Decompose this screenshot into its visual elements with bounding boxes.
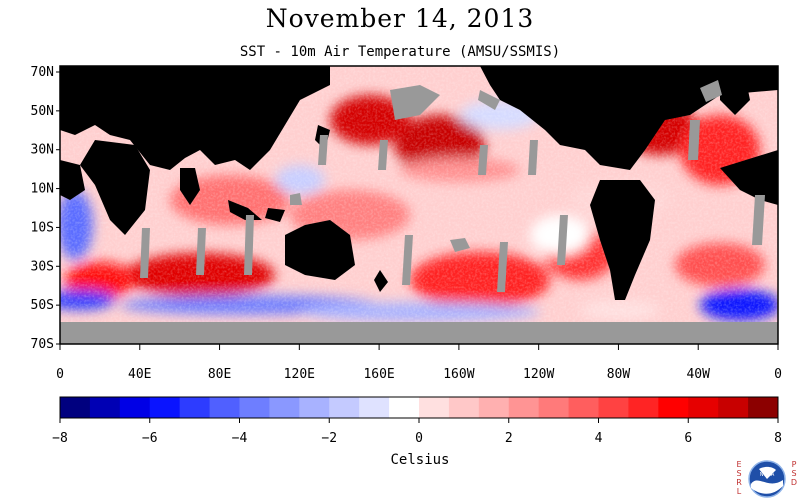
colorbar-tick-label: 4	[595, 431, 603, 446]
colorbar-swatch	[179, 397, 211, 418]
colorbar-ticks: −8 −6 −4 −2 0 2 4 6 8	[52, 418, 782, 446]
antarctica-ice	[60, 322, 778, 344]
africa-west-edge-land	[720, 150, 778, 205]
lon-label: 0	[56, 367, 64, 382]
colorbar-tick-label: 2	[505, 431, 513, 446]
lat-label: 50N	[31, 104, 54, 119]
eurasia-land	[60, 66, 330, 170]
south-america-land	[590, 180, 655, 300]
lon-label: 0	[774, 367, 782, 382]
lon-label: 160E	[363, 367, 394, 382]
australia-land	[285, 220, 355, 280]
colorbar-swatch	[389, 397, 420, 418]
lon-label: 160W	[443, 367, 474, 382]
colorbar-tick-label: −6	[142, 431, 158, 446]
india-land	[180, 168, 200, 205]
map-frame	[59, 65, 779, 345]
lon-label: 80E	[208, 367, 231, 382]
colorbar-swatch	[149, 397, 181, 418]
lon-label: 120W	[523, 367, 554, 382]
africa-east-land	[80, 140, 150, 235]
colorbar	[60, 397, 779, 418]
lat-label: 10S	[31, 220, 54, 235]
colorbar-swatch	[269, 397, 300, 418]
missing-data	[60, 80, 778, 344]
colorbar-swatch	[478, 397, 510, 418]
lat-label: 70N	[31, 65, 54, 80]
lon-label: 120E	[284, 367, 315, 382]
lon-label: 40W	[686, 367, 710, 382]
colorbar-swatch	[60, 397, 91, 418]
colorbar-tick-label: 8	[774, 431, 782, 446]
map-title: November 14, 2013	[265, 4, 535, 33]
noaa-emblem-icon: NOAA	[748, 460, 786, 498]
colorbar-swatch	[718, 397, 749, 418]
colorbar-tick-label: −2	[321, 431, 337, 446]
colorbar-swatch	[329, 397, 360, 418]
lat-label: 30S	[31, 259, 54, 274]
map-subtitle: SST - 10m Air Temperature (AMSU/SSMIS)	[239, 44, 561, 60]
noaa-emblem-text: NOAA	[760, 472, 775, 478]
greenland-land	[720, 75, 750, 115]
latitude-axis: 70N 50N 30N 10N 10S 30S 50S 70S	[31, 65, 60, 352]
lon-label: 40E	[128, 367, 151, 382]
map-panel	[60, 66, 778, 344]
colorbar-swatch	[688, 397, 719, 418]
colorbar-tick-label: 6	[684, 431, 692, 446]
colorbar-swatch	[568, 397, 599, 418]
newzealand-land	[374, 270, 388, 292]
colorbar-swatch	[89, 397, 121, 418]
colorbar-swatch	[508, 397, 540, 418]
lat-label: 10N	[31, 182, 54, 197]
colorbar-swatch	[598, 397, 629, 418]
colorbar-swatch	[538, 397, 570, 418]
colorbar-swatch	[448, 397, 480, 418]
colorbar-swatch	[209, 397, 240, 418]
lon-label: 80W	[607, 367, 631, 382]
colorbar-tick-label: −4	[232, 431, 248, 446]
new-guinea-land	[265, 208, 285, 222]
colorbar-swatch	[119, 397, 151, 418]
colorbar-swatch	[628, 397, 659, 418]
colorbar-tick-label: −8	[52, 431, 68, 446]
lat-label: 30N	[31, 143, 54, 158]
colorbar-tick-label: 0	[415, 431, 423, 446]
lat-label: 50S	[31, 298, 54, 313]
colorbar-swatch	[419, 397, 450, 418]
africa-west-land	[60, 160, 85, 200]
colorbar-unit-label: Celsius	[390, 452, 450, 468]
colorbar-swatch	[239, 397, 270, 418]
colorbar-swatch	[748, 397, 779, 418]
colorbar-swatch	[299, 397, 330, 418]
longitude-axis: 0 40E 80E 120E 160E 160W 120W 80W 40W 0	[56, 344, 782, 382]
lat-label: 70S	[31, 337, 54, 352]
colorbar-swatch	[359, 397, 390, 418]
colorbar-swatch	[658, 397, 689, 418]
